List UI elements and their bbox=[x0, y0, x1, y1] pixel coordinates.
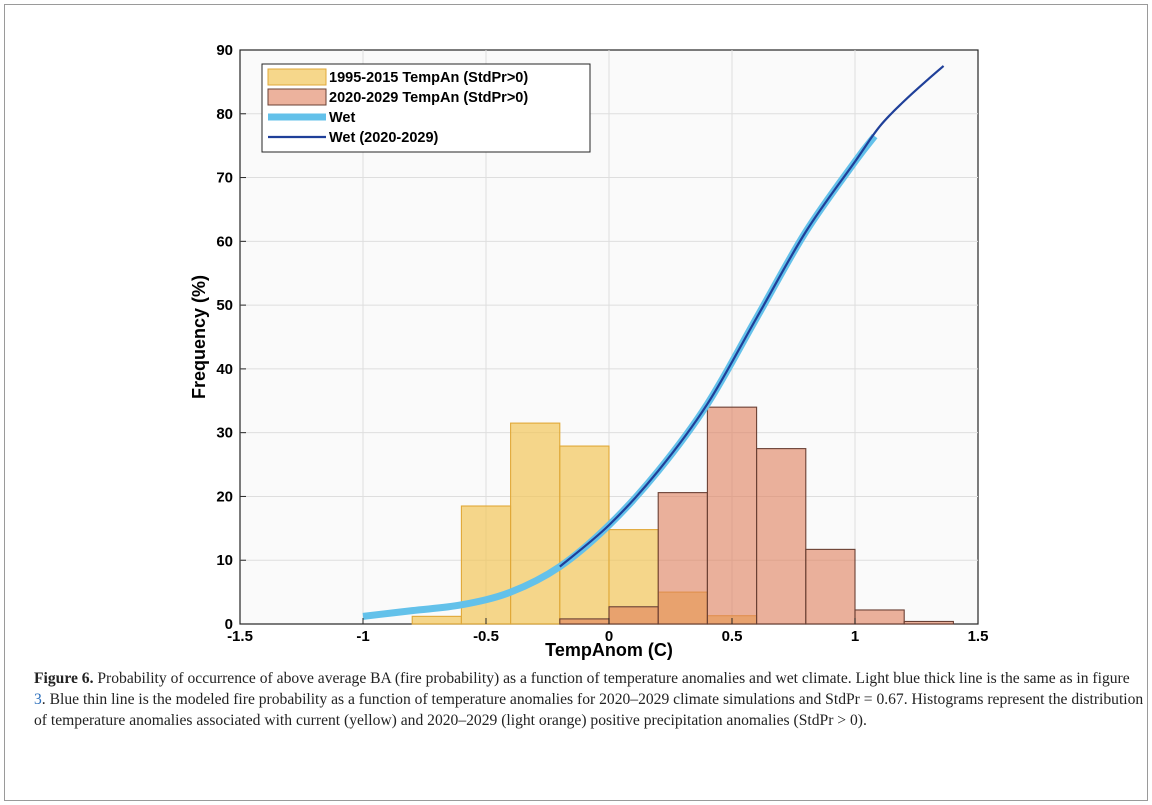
bar-2020-2029 bbox=[706, 406, 758, 625]
caption-text-part-2: . Blue thin line is the modeled fire pro… bbox=[34, 691, 1144, 729]
x-axis-ticks: -1.5 -1 -0.5 0 0.5 1 1.5 bbox=[227, 618, 988, 645]
x-tick-label: -1.5 bbox=[227, 628, 253, 645]
caption-figure-label: Figure 6. bbox=[34, 670, 94, 687]
y-tick-label: 20 bbox=[216, 488, 233, 505]
caption-figure-link[interactable]: 3 bbox=[34, 691, 42, 708]
x-tick-label: -0.5 bbox=[473, 628, 499, 645]
bar-2020-2029 bbox=[657, 492, 708, 625]
y-axis-label: Frequency (%) bbox=[189, 275, 209, 399]
y-axis-ticks: 0 10 20 30 40 50 60 70 80 90 bbox=[216, 42, 246, 633]
chart: -1.5 -1 -0.5 0 0.5 1 1.5 0 10 20 30 40 50 60 70 80 90 T… bbox=[189, 42, 989, 660]
x-tick-label: 0.5 bbox=[722, 628, 743, 645]
x-tick-label: 1 bbox=[851, 628, 859, 645]
bar-1995-2015 bbox=[510, 422, 561, 625]
y-tick-label: 60 bbox=[216, 233, 233, 250]
figure-caption: Figure 6. Probability of occurrence of a… bbox=[34, 668, 1144, 731]
bar-2020-2029 bbox=[854, 609, 905, 625]
bar-2020-2029 bbox=[805, 548, 856, 625]
figure-frame bbox=[4, 4, 1148, 801]
bar-2020-2029 bbox=[903, 620, 954, 625]
bar-2020-2029 bbox=[559, 618, 610, 625]
x-axis-label: TempAnom (C) bbox=[545, 640, 673, 660]
y-tick-label: 40 bbox=[216, 361, 233, 378]
legend-swatch-1995-2015 bbox=[267, 68, 327, 86]
bar-2020-2029 bbox=[756, 448, 807, 625]
y-tick-label: 90 bbox=[216, 42, 233, 59]
x-tick-label: -1 bbox=[356, 628, 369, 645]
y-tick-label: 50 bbox=[216, 297, 233, 314]
series-lines bbox=[362, 65, 945, 620]
y-tick-label: 0 bbox=[225, 616, 233, 633]
wet-2020-2029-curve bbox=[559, 65, 945, 568]
x-tick-label: 0 bbox=[605, 628, 613, 645]
legend: 1995-2015 TempAn (StdPr>0) 2020-2029 Temp… bbox=[261, 63, 591, 153]
y-tick-label: 70 bbox=[216, 170, 233, 187]
legend-label: Wet (2020-2029) bbox=[329, 130, 439, 146]
bar-2020-2029 bbox=[608, 606, 659, 625]
y-tick-label: 10 bbox=[216, 552, 233, 569]
legend-label: 2020-2029 TempAn (StdPr>0) bbox=[329, 90, 528, 106]
legend-label: Wet bbox=[329, 110, 355, 126]
legend-label: 1995-2015 TempAn (StdPr>0) bbox=[329, 70, 528, 86]
legend-swatch-2020-2029 bbox=[267, 88, 327, 106]
y-tick-label: 30 bbox=[216, 425, 233, 442]
caption-text-part-1: Probability of occurrence of above avera… bbox=[93, 670, 1130, 687]
histogram-bars bbox=[411, 406, 954, 625]
y-tick-label: 80 bbox=[216, 106, 233, 123]
x-tick-label: 1.5 bbox=[968, 628, 989, 645]
bar-1995-2015 bbox=[411, 615, 462, 625]
